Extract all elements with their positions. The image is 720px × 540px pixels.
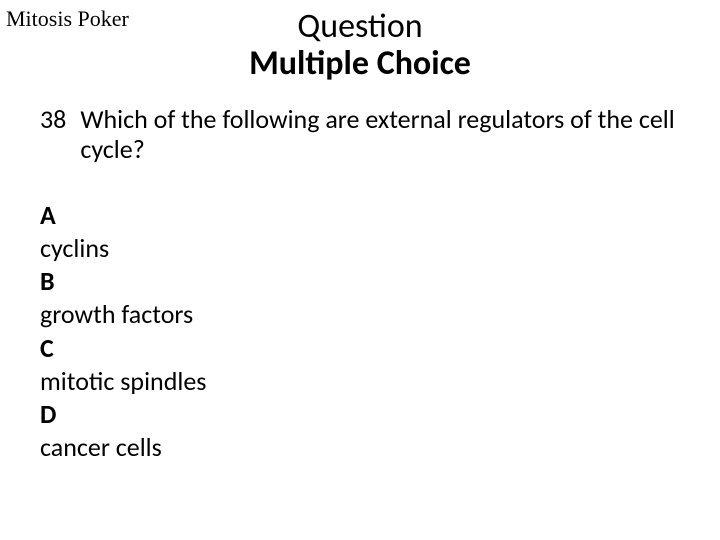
question-number: 38: [40, 105, 80, 135]
option-c-letter: C: [40, 332, 720, 365]
option-a-letter: A: [40, 199, 720, 232]
question-row: 38 Which of the following are external r…: [40, 105, 680, 165]
options-block: A cyclins B growth factors C mitotic spi…: [0, 199, 720, 465]
question-block: 38 Which of the following are external r…: [0, 105, 720, 165]
option-c-text: mitotic spindles: [40, 365, 720, 398]
option-b-letter: B: [40, 265, 720, 298]
option-d-letter: D: [40, 398, 720, 431]
option-a-text: cyclins: [40, 232, 720, 265]
topic-label: Mitosis Poker: [6, 6, 129, 32]
option-b-text: growth factors: [40, 298, 720, 331]
header-line-type: Multiple Choice: [0, 45, 720, 82]
question-text: Which of the following are external regu…: [80, 105, 680, 165]
option-d-text: cancer cells: [40, 431, 720, 464]
